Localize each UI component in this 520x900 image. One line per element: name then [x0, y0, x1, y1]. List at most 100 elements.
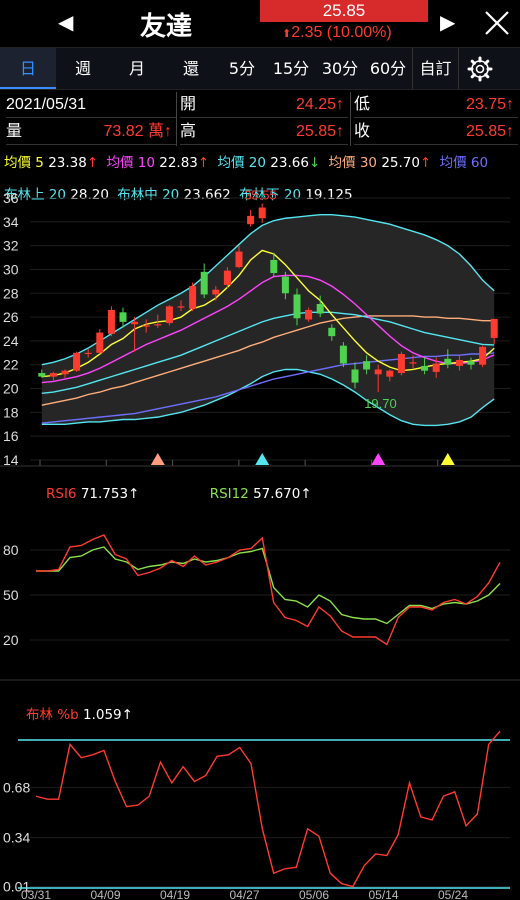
candle-body [189, 286, 197, 309]
candle-body [119, 312, 127, 322]
stock-name: 友達 [140, 12, 193, 42]
candle-body [61, 370, 69, 375]
candle-body [142, 325, 150, 327]
ma10-value: 22.83 [159, 155, 198, 171]
candle-body [409, 362, 417, 364]
price-tick-label: 18 [3, 404, 19, 420]
high-label: 高 [180, 123, 197, 140]
ma30-label: 均價 30 [328, 155, 378, 171]
ma10-arrow: ↑ [197, 155, 210, 171]
candle-body [235, 251, 243, 268]
rsi-tick-label: 20 [3, 632, 19, 648]
price-grid [30, 197, 510, 461]
ma10-label: 均價 10 [106, 155, 155, 171]
event-marker [150, 453, 165, 465]
event-marker [440, 453, 455, 465]
rsi6-line [36, 534, 501, 646]
boll-low-label: 布林下 20 [239, 187, 302, 203]
candle-body [374, 369, 382, 375]
tab-15min[interactable]: 15分 [272, 59, 310, 78]
candle-body [351, 369, 359, 383]
candle-body [397, 354, 405, 374]
tab-5min[interactable]: 5分 [228, 59, 256, 78]
candle-body [281, 276, 289, 294]
candle-body [339, 345, 347, 364]
candle-body [293, 294, 301, 319]
settings-button[interactable] [458, 48, 500, 89]
open-cell: 開 24.25↑ [180, 92, 348, 118]
tab-month[interactable]: 月 [128, 59, 145, 78]
price-badge: 25.85 [260, 0, 428, 22]
gear-icon [467, 56, 492, 82]
event-marker [371, 453, 386, 465]
candle-body [38, 373, 46, 377]
candle-body [386, 370, 394, 377]
tab-60min[interactable]: 60分 [369, 59, 407, 78]
price-tick-label: 16 [3, 428, 19, 444]
candle-body [131, 321, 139, 325]
tab-day[interactable]: 日 [0, 48, 56, 89]
volume-cell: 量 73.82 萬↑ [6, 119, 176, 145]
boll-mid-value: 23.662 [183, 187, 231, 203]
candle-body [455, 359, 463, 366]
previous-stock-icon[interactable]: ◀ [58, 12, 74, 34]
rsi12-value: 57.670↑ [253, 486, 312, 502]
ma10-line [41, 274, 495, 384]
high-value: 25.85↑ [295, 123, 344, 140]
change-text: 2.35 (10.00%) [291, 24, 392, 41]
trade-date: 2021/05/31 [6, 92, 176, 118]
high-cell: 高 25.85↑ [180, 119, 348, 145]
price-tick-label: 34 [3, 214, 19, 230]
event-marker [255, 453, 270, 465]
pctb-label: 布林 %b [26, 707, 79, 723]
volume-value: 73.82 萬↑ [103, 123, 173, 140]
tab-custom[interactable]: 自訂 [412, 48, 458, 89]
candle-body [73, 352, 81, 371]
ma20-arrow: ↓ [308, 155, 321, 171]
up-arrow-icon: ⬆ [282, 28, 292, 40]
candle-body [270, 259, 278, 274]
candle-body [212, 289, 220, 295]
price-tick-label: 24 [3, 333, 19, 349]
bollinger-upper-line [41, 213, 495, 366]
boll-low-value: 19.125 [305, 187, 353, 203]
low-label: 低 [354, 96, 371, 113]
price-tick-label: 26 [3, 309, 19, 325]
pctb-tick-label: 0.34 [3, 830, 30, 846]
boll-mid-label: 布林中 20 [117, 187, 180, 203]
rsi-tick-label: 80 [3, 542, 19, 558]
candle-body [467, 361, 475, 365]
tab-week[interactable]: 週 [74, 59, 91, 78]
price-tick-label: 20 [3, 381, 19, 397]
candle-body [154, 324, 162, 326]
low-value: 23.75↑ [465, 96, 514, 113]
price-change: ⬆2.35 (10.00%) [282, 24, 392, 42]
candle-body [305, 309, 313, 320]
ma20-value: 23.66 [270, 155, 309, 171]
candle-body [49, 373, 57, 377]
close-cell: 收 25.85↑ [354, 119, 518, 145]
period-tabs: 日 週 月 還 5分 15分 30分 60分 自訂 [0, 47, 520, 90]
close-icon[interactable] [482, 8, 512, 38]
tab-restore[interactable]: 還 [182, 59, 199, 78]
candle-body [363, 361, 371, 370]
header: ◀ 友達 25.85 ⬆2.35 (10.00%) ▶ [0, 0, 520, 46]
candle-body [223, 270, 231, 285]
tab-30min[interactable]: 30分 [321, 59, 359, 78]
ma5-label: 均價 5 [4, 155, 44, 171]
candle-body [316, 303, 324, 314]
date-tick-label: 05/06 [299, 888, 329, 900]
ma20-line [41, 311, 495, 395]
ma20-label: 均價 20 [217, 155, 266, 171]
candle-body [328, 327, 336, 337]
date-tick-label: 04/27 [229, 888, 259, 900]
next-stock-icon[interactable]: ▶ [440, 12, 456, 34]
rsi6-value: 71.753↑ [80, 486, 140, 502]
low-cell: 低 23.75↑ [354, 92, 518, 118]
volume-label: 量 [6, 123, 23, 140]
date-tick-label: 05/14 [368, 888, 398, 900]
open-label: 開 [180, 96, 197, 113]
candle-body [200, 271, 208, 295]
candle-body [490, 318, 498, 338]
